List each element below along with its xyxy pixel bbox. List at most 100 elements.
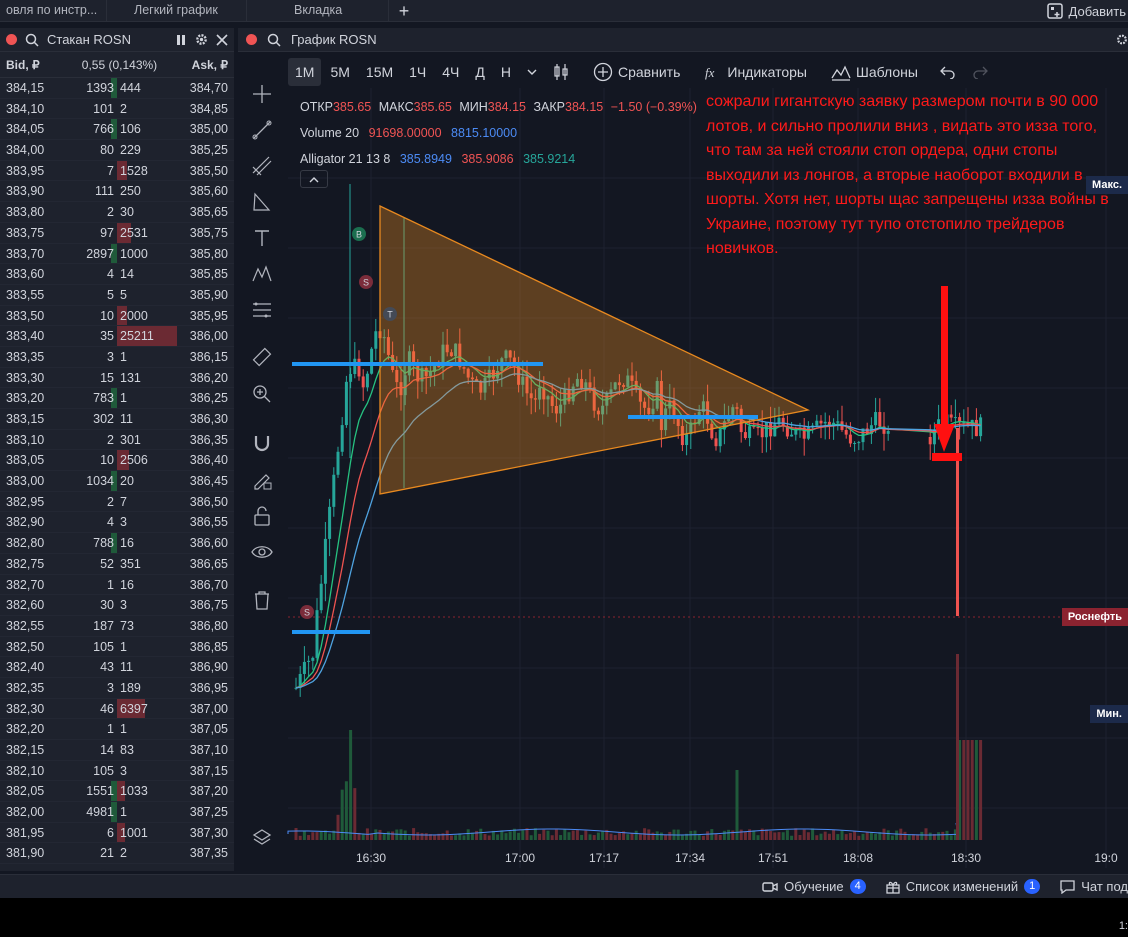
timeframe-d[interactable]: Д	[475, 64, 485, 80]
candle-body	[777, 417, 781, 425]
orderbook-row[interactable]: 383,35 3 1 386,15	[0, 347, 234, 368]
pattern-tool[interactable]	[238, 256, 286, 292]
orderbook-row[interactable]: 383,55 5 5 385,90	[0, 285, 234, 306]
pause-icon[interactable]	[175, 34, 187, 46]
ask-qty: 131	[117, 368, 177, 388]
add-widget-button[interactable]: Добавить	[1046, 0, 1128, 22]
orderbook-row[interactable]: 381,95 6 1001 387,30	[0, 822, 234, 844]
close-icon[interactable]	[216, 33, 228, 46]
magnet-tool[interactable]	[238, 426, 286, 462]
legend-collapse-button[interactable]	[300, 170, 328, 188]
orderbook-row[interactable]: 382,55 187 73 386,80	[0, 616, 234, 637]
bid-qty: 1	[62, 575, 117, 595]
ask-price: 385,00	[177, 119, 234, 139]
lock-drawing-tool[interactable]	[238, 462, 286, 498]
crosshair-tool[interactable]	[238, 76, 286, 112]
tab-instrument[interactable]: овля по инстр...	[0, 0, 107, 22]
bid-price-text: 383,55	[6, 287, 45, 302]
orderbook-row[interactable]: 382,20 1 1 387,05	[0, 719, 234, 740]
fib-tool[interactable]	[238, 148, 286, 184]
timeframe-1m[interactable]: 1M	[288, 58, 322, 86]
layers-tool[interactable]	[238, 820, 286, 856]
templates-button[interactable]: Шаблоны	[824, 58, 925, 86]
timeframe-1h[interactable]: 1Ч	[409, 64, 427, 80]
orderbook-row[interactable]: 382,60 30 3 386,75	[0, 595, 234, 616]
orderbook-row[interactable]: 382,15 14 83 387,10	[0, 740, 234, 761]
orderbook-row[interactable]: 384,05 766 106 385,00	[0, 119, 234, 141]
orderbook-row[interactable]: 382,70 1 16 386,70	[0, 575, 234, 596]
orderbook-row[interactable]: 382,40 43 11 386,90	[0, 657, 234, 678]
search-icon[interactable]	[25, 33, 39, 47]
ask-price: 387,35	[177, 843, 234, 863]
volume-bar	[895, 830, 899, 840]
ruler-lines-tool[interactable]	[238, 292, 286, 328]
orderbook-row[interactable]: 383,10 2 301 386,35	[0, 430, 234, 451]
orderbook-row[interactable]: 382,80 788 16 386,60	[0, 533, 234, 554]
timeframe-4h[interactable]: 4Ч	[442, 64, 460, 80]
unlock-tool[interactable]	[238, 498, 286, 534]
search-icon[interactable]	[267, 33, 281, 47]
tab-easy-chart[interactable]: Легкий график	[107, 0, 247, 22]
gear-icon[interactable]	[195, 33, 208, 46]
orderbook-row[interactable]: 383,50 10 2000 385,95	[0, 305, 234, 327]
learning-button[interactable]: Обучение 4	[762, 879, 866, 894]
col-spread: 0,55 (0,143%)	[81, 57, 158, 72]
orderbook-row[interactable]: 382,05 1551 1033 387,20	[0, 781, 234, 803]
timeframe-w[interactable]: Н	[500, 64, 511, 80]
timeframe-5m[interactable]: 5M	[330, 64, 350, 80]
orderbook-row[interactable]: 383,05 10 2506 386,40	[0, 450, 234, 472]
candle-body	[748, 426, 752, 439]
redo-button[interactable]	[965, 58, 995, 86]
orderbook-row[interactable]: 383,95 7 1528 385,50	[0, 160, 234, 182]
panel-color-dot[interactable]	[6, 34, 17, 45]
zoom-tool[interactable]	[238, 376, 286, 412]
compare-button[interactable]: Сравнить	[586, 58, 687, 86]
orderbook-row[interactable]: 383,15 302 11 386,30	[0, 409, 234, 430]
orderbook-row[interactable]: 383,00 1034 20 386,45	[0, 471, 234, 492]
timeframe-15m[interactable]: 15M	[365, 64, 394, 80]
volume-bar	[332, 830, 336, 840]
timeframe-more-button[interactable]	[520, 58, 544, 86]
chart-canvas[interactable]: B S T S 16:30 17:00 17:17 17:34 17:51 18:08 18:30 1…	[238, 28, 1128, 871]
orderbook-row[interactable]: 383,20 783 1 386,25	[0, 388, 234, 409]
orderbook-row[interactable]: 382,50 105 1 386,85	[0, 637, 234, 658]
orderbook-row[interactable]: 381,90 21 2 387,35	[0, 843, 234, 865]
orderbook-row[interactable]: 384,00 80 229 385,25	[0, 140, 234, 161]
orderbook-row[interactable]: 382,95 2 7 386,50	[0, 492, 234, 513]
orderbook-row[interactable]: 382,30 46 6397 387,00	[0, 698, 234, 720]
tab-vkladka[interactable]: Вкладка	[247, 0, 389, 22]
orderbook-row[interactable]: 382,90 4 3 386,55	[0, 512, 234, 534]
text-tool[interactable]	[238, 220, 286, 256]
chart-color-dot[interactable]	[246, 34, 257, 45]
orderbook-row[interactable]: 382,00 4981 1 387,25	[0, 802, 234, 823]
bid-price-text: 383,80	[6, 205, 45, 220]
orderbook-row[interactable]: 384,15 1393 444 384,70	[0, 78, 234, 99]
undo-button[interactable]	[933, 58, 963, 86]
eye-tool[interactable]	[238, 534, 286, 570]
indicators-button[interactable]: fx Индикаторы	[697, 58, 814, 86]
chart-type-button[interactable]	[546, 58, 576, 86]
orderbook-row[interactable]: 383,30 15 131 386,20	[0, 368, 234, 389]
orderbook-row[interactable]: 383,75 97 2531 385,75	[0, 222, 234, 244]
changes-button[interactable]: Список изменений 1	[886, 879, 1041, 894]
chat-button[interactable]: Чат под	[1060, 879, 1128, 894]
orderbook-row[interactable]: 383,90 111 250 385,60	[0, 181, 234, 203]
orderbook-row[interactable]: 383,40 35 25211 386,00	[0, 326, 234, 347]
ask-price-text: 386,90	[189, 660, 228, 675]
orderbook-row[interactable]: 382,35 3 189 386,95	[0, 678, 234, 699]
orderbook-row[interactable]: 383,70 2897 1000 385,80	[0, 243, 234, 265]
triangle-tool-tool[interactable]	[238, 184, 286, 220]
orderbook-row[interactable]: 382,75 52 351 386,65	[0, 554, 234, 575]
trendline-tool[interactable]	[238, 112, 286, 148]
orderbook-row[interactable]: 383,80 2 30 385,65	[0, 202, 234, 223]
candle-body	[710, 423, 714, 439]
ask-price: 385,60	[177, 181, 234, 201]
measure-tool[interactable]	[238, 340, 286, 376]
trash-tool[interactable]	[238, 582, 286, 618]
orderbook-row[interactable]: 383,60 4 14 385,85	[0, 264, 234, 285]
orderbook-row[interactable]: 382,10 105 3 387,15	[0, 761, 234, 782]
gear-icon[interactable]	[1116, 33, 1128, 46]
add-tab-button[interactable]: +	[398, 0, 410, 21]
trendline-icon	[252, 120, 272, 140]
orderbook-row[interactable]: 384,10 101 2 384,85	[0, 99, 234, 120]
